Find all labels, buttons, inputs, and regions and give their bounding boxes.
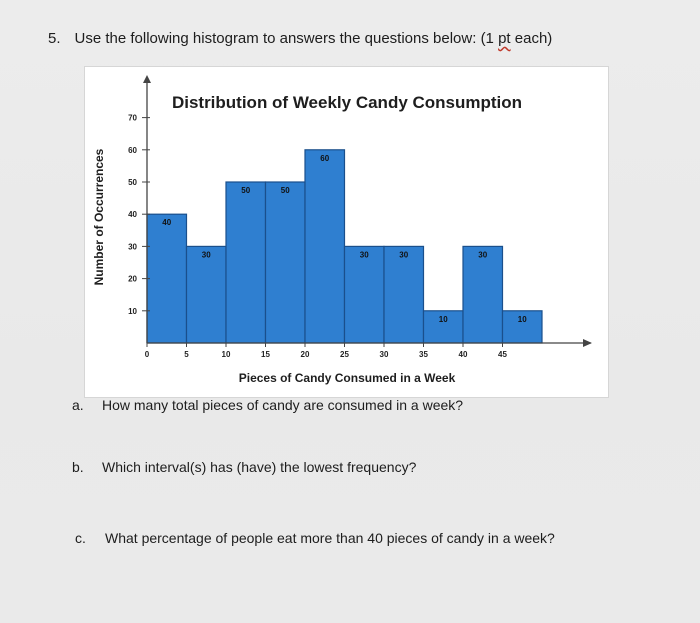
x-tick-label: 10 (222, 350, 231, 359)
histogram-bar (383, 245, 425, 344)
subquestion-b: b. Which interval(s) has (have) the lowes… (72, 459, 416, 475)
histogram-chart: Distribution of Weekly Candy Consumption… (92, 75, 592, 385)
x-tick-label: 15 (261, 350, 270, 359)
bar-data-label: 30 (360, 250, 369, 259)
subquestion-c: c. What percentage of people eat more tha… (75, 530, 555, 546)
question-header: 5. Use the following histogram to answers… (48, 30, 552, 47)
x-tick-label: 25 (340, 350, 349, 359)
subquestion-c-letter: c. (75, 530, 86, 546)
x-tick-label: 35 (419, 350, 428, 359)
subquestion-b-text: Which interval(s) has (have) the lowest … (102, 459, 417, 475)
y-tick-label: 70 (128, 114, 137, 123)
y-tick-label: 40 (128, 210, 137, 219)
y-axis-label: Number of Occurrences (92, 148, 106, 285)
y-tick-label: 20 (128, 275, 137, 284)
x-tick-label: 30 (380, 350, 389, 359)
x-tick-label: 45 (498, 350, 507, 359)
x-tick-label: 0 (145, 350, 150, 359)
subquestion-a: a. How many total pieces of candy are con… (72, 397, 463, 413)
y-tick-label: 60 (128, 146, 137, 155)
histogram-frame: Distribution of Weekly Candy Consumption… (84, 66, 609, 398)
bar-data-label: 10 (439, 315, 448, 324)
bar-data-label: 30 (399, 250, 408, 259)
histogram-bar (304, 149, 346, 344)
subquestion-a-text: How many total pieces of candy are consu… (102, 397, 464, 413)
histogram-bar (462, 245, 504, 344)
bar-data-label: 30 (478, 250, 487, 259)
question-points: pt (498, 30, 511, 47)
x-axis-arrow (583, 339, 592, 347)
y-axis-arrow (143, 75, 151, 83)
subquestion-c-text: What percentage of people eat more than … (105, 530, 555, 546)
histogram-bar (422, 310, 464, 344)
bar-data-label: 40 (162, 218, 171, 227)
bar-data-label: 60 (320, 154, 329, 163)
question-number: 5. (48, 30, 61, 47)
histogram-bar (264, 181, 306, 344)
y-tick-label: 30 (128, 242, 137, 251)
question-text: Use the following histogram to answers t… (74, 30, 499, 47)
bar-data-label: 10 (518, 315, 527, 324)
chart-title: Distribution of Weekly Candy Consumption (172, 93, 522, 112)
subquestion-b-letter: b. (72, 459, 84, 475)
y-tick-label: 10 (128, 307, 137, 316)
bar-data-label: 50 (281, 186, 290, 195)
x-axis-label: Pieces of Candy Consumed in a Week (239, 371, 456, 385)
x-tick-label: 20 (301, 350, 310, 359)
question-tail: each) (510, 30, 553, 47)
x-tick-label: 5 (184, 350, 189, 359)
bar-data-label: 50 (241, 186, 250, 195)
histogram-bar (225, 181, 267, 344)
x-tick-label: 40 (459, 350, 468, 359)
subquestion-a-letter: a. (72, 397, 84, 413)
histogram-bar (343, 245, 385, 344)
bar-data-label: 30 (202, 250, 211, 259)
histogram-bar (146, 213, 188, 344)
y-tick-label: 50 (128, 178, 137, 187)
histogram-bar (185, 245, 227, 344)
